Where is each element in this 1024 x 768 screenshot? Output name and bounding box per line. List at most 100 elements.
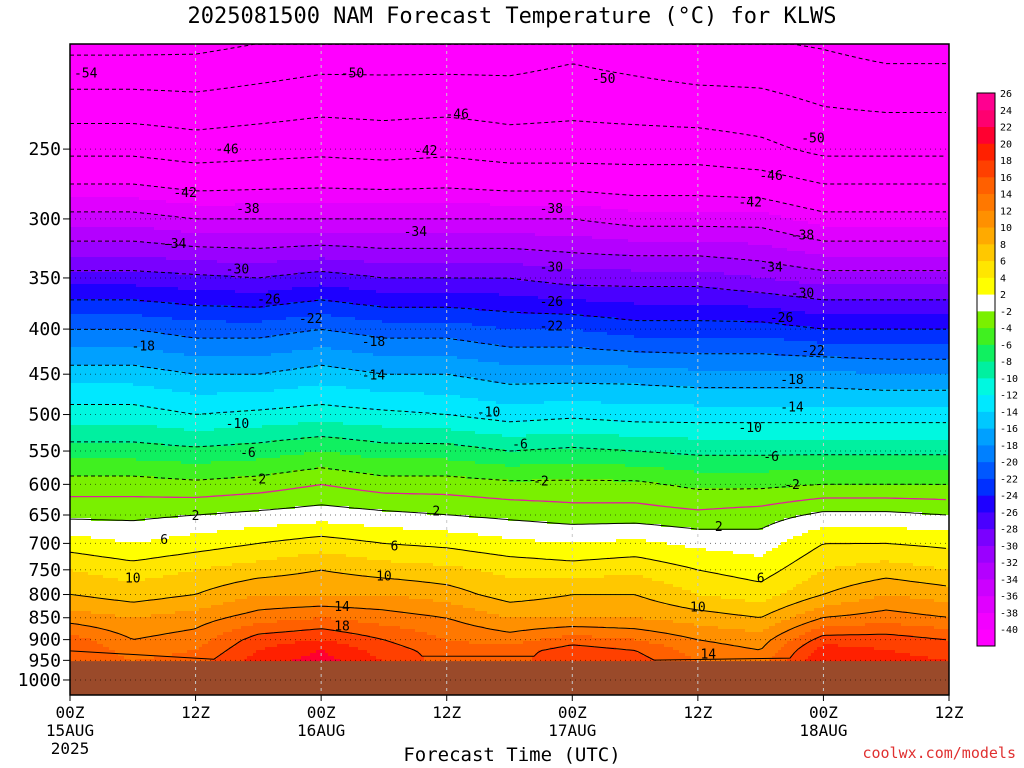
field-cell [571, 419, 575, 435]
field-cell [472, 44, 476, 189]
field-cell [199, 533, 203, 552]
field-cell [568, 347, 572, 366]
field-cell [547, 329, 551, 348]
field-cell [85, 242, 89, 258]
field-cell [235, 392, 239, 411]
field-cell [493, 218, 497, 234]
field-cell [310, 470, 314, 507]
field-cell [397, 374, 401, 393]
field-cell [223, 320, 227, 339]
field-cell [583, 299, 587, 318]
field-cell [250, 611, 254, 627]
field-cell [352, 353, 356, 372]
field-cell [532, 629, 536, 642]
field-cell [109, 578, 113, 600]
field-cell [523, 248, 527, 267]
field-cell [448, 203, 452, 219]
field-cell [166, 575, 170, 600]
field-cell [244, 293, 248, 309]
field-cell [376, 374, 380, 393]
field-cell [205, 338, 209, 357]
field-cell [238, 392, 242, 411]
field-cell [211, 551, 215, 567]
field-cell [412, 356, 416, 375]
field-cell [217, 428, 221, 447]
field-cell [193, 191, 197, 207]
field-cell [301, 422, 305, 438]
field-cell [340, 302, 344, 318]
field-cell [409, 563, 413, 582]
field-cell [505, 632, 509, 645]
field-cell [346, 425, 350, 441]
field-cell [361, 371, 365, 390]
field-cell [181, 464, 185, 480]
field-cell [367, 458, 371, 474]
field-cell [391, 545, 395, 564]
field-cell [241, 374, 245, 393]
field-cell [544, 542, 548, 561]
field-cell [358, 596, 362, 609]
field-cell [331, 386, 335, 408]
field-cell [256, 392, 260, 411]
field-cell [220, 605, 224, 621]
field-cell [322, 629, 326, 642]
field-cell [487, 263, 491, 279]
field-cell [493, 293, 497, 312]
field-cell [82, 314, 86, 330]
field-cell [466, 590, 470, 609]
field-cell [88, 272, 92, 285]
field-cell [493, 233, 497, 249]
field-cell [346, 368, 350, 390]
field-cell [214, 533, 218, 549]
field-cell [220, 263, 224, 276]
field-cell [535, 329, 539, 348]
field-cell [445, 188, 449, 204]
field-cell [337, 644, 341, 660]
field-cell [460, 623, 464, 642]
field-cell [325, 386, 329, 405]
field-cell [376, 578, 380, 597]
field-cell [184, 191, 188, 204]
field-cell [130, 347, 134, 366]
field-cell [157, 518, 161, 540]
field-cell [70, 185, 74, 198]
field-cell [469, 533, 473, 552]
field-cell [229, 617, 233, 633]
field-cell [568, 449, 572, 465]
field-cell [490, 464, 494, 480]
field-cell [268, 218, 272, 234]
field-cell [136, 386, 140, 405]
field-cell [283, 335, 287, 354]
field-cell [139, 602, 143, 618]
field-cell [199, 218, 203, 234]
field-cell [142, 461, 146, 477]
field-cell [508, 557, 512, 579]
field-cell [550, 599, 554, 618]
field-cell [94, 557, 98, 576]
field-cell [583, 269, 587, 285]
field-cell [469, 398, 473, 417]
field-cell [475, 248, 479, 264]
field-cell [487, 233, 491, 249]
field-cell [511, 557, 515, 579]
field-cell [355, 218, 359, 234]
field-cell [109, 383, 113, 405]
field-cell [442, 44, 446, 189]
field-cell [97, 329, 101, 348]
field-cell [151, 461, 155, 477]
field-cell [298, 440, 302, 456]
field-cell [277, 290, 281, 306]
field-cell [73, 623, 77, 636]
field-cell [400, 374, 404, 393]
field-cell [223, 263, 227, 276]
field-cell [487, 362, 491, 381]
field-cell [472, 608, 476, 627]
field-cell [346, 407, 350, 426]
field-cell [238, 248, 242, 264]
field-cell [286, 353, 290, 372]
field-cell [403, 308, 407, 324]
field-cell [88, 242, 92, 258]
field-cell [229, 602, 233, 618]
field-cell [187, 536, 191, 555]
field-cell [355, 305, 359, 321]
